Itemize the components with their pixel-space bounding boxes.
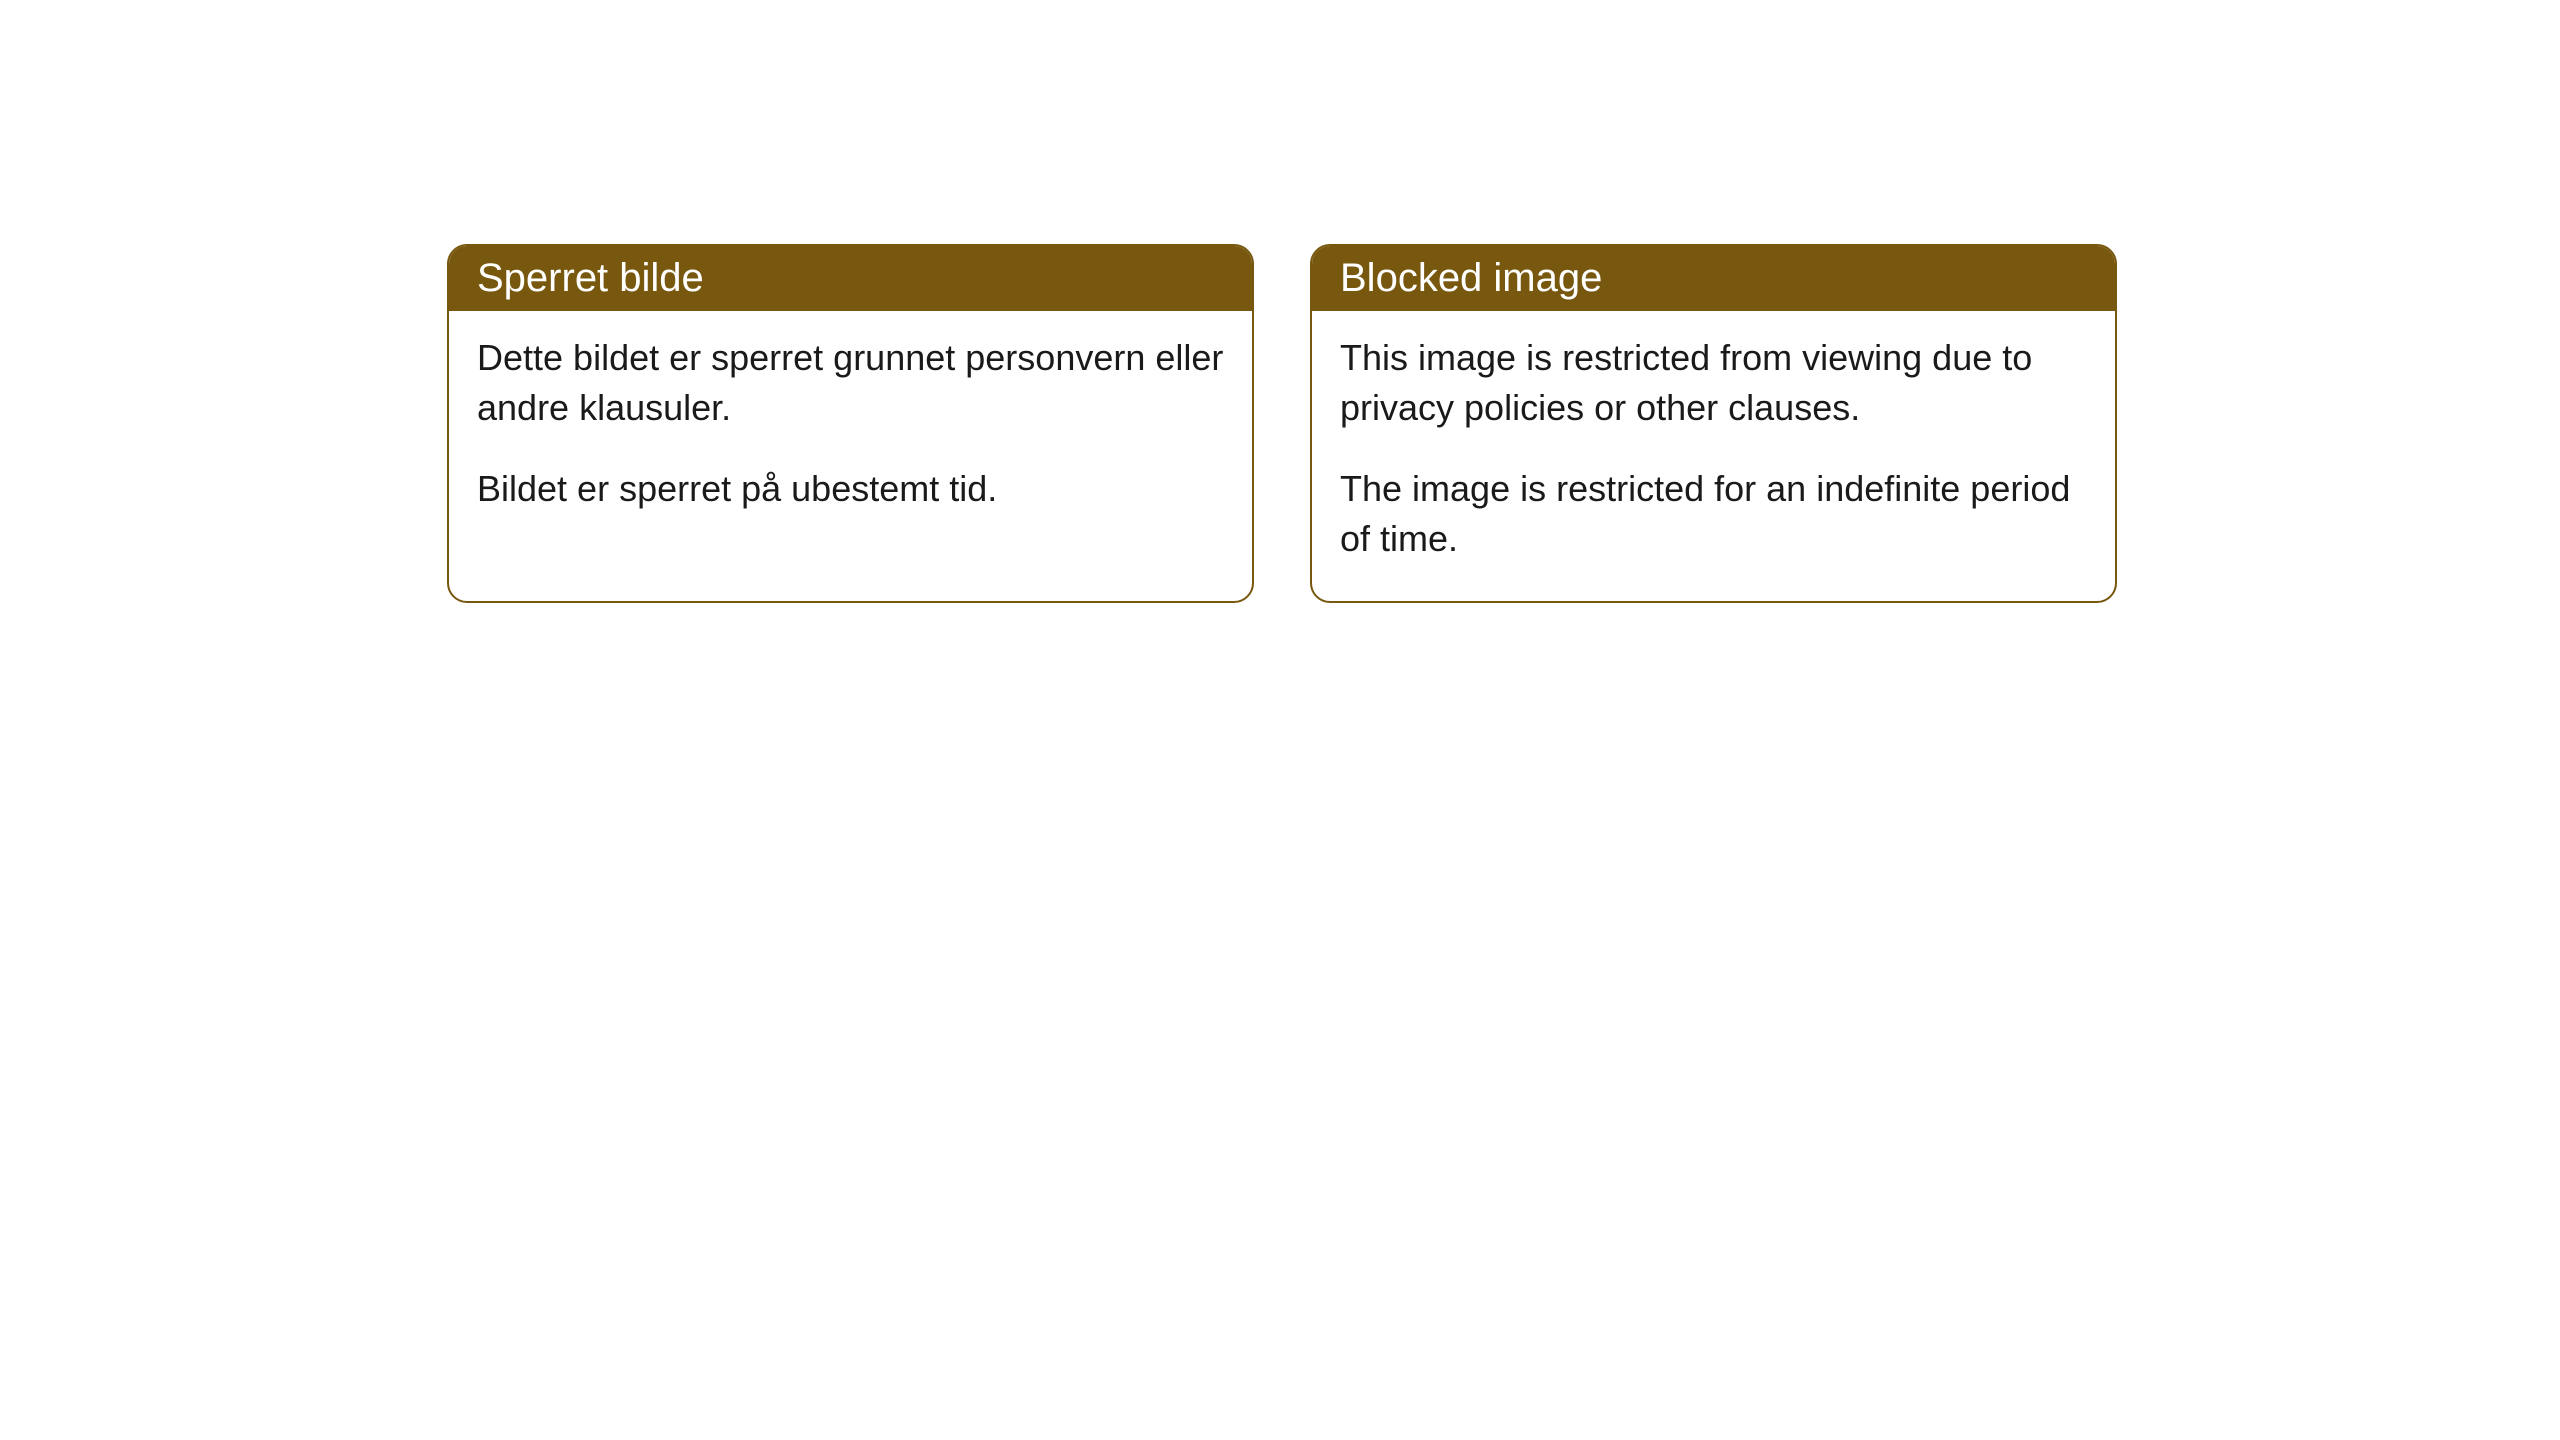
blocked-image-card-english: Blocked image This image is restricted f… — [1310, 244, 2117, 603]
card-paragraph-1: Dette bildet er sperret grunnet personve… — [477, 333, 1224, 434]
notice-cards-container: Sperret bilde Dette bildet er sperret gr… — [447, 244, 2117, 603]
card-title: Sperret bilde — [477, 256, 704, 300]
card-header: Blocked image — [1312, 246, 2115, 311]
card-paragraph-2: Bildet er sperret på ubestemt tid. — [477, 464, 1224, 514]
card-header: Sperret bilde — [449, 246, 1252, 311]
card-body: Dette bildet er sperret grunnet personve… — [449, 311, 1252, 550]
card-title: Blocked image — [1340, 256, 1602, 300]
card-body: This image is restricted from viewing du… — [1312, 311, 2115, 601]
card-paragraph-1: This image is restricted from viewing du… — [1340, 333, 2087, 434]
card-paragraph-2: The image is restricted for an indefinit… — [1340, 464, 2087, 565]
blocked-image-card-norwegian: Sperret bilde Dette bildet er sperret gr… — [447, 244, 1254, 603]
